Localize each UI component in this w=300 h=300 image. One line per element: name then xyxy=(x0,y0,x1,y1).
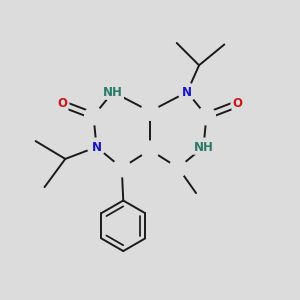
Text: N: N xyxy=(92,140,101,154)
Circle shape xyxy=(231,98,244,110)
Text: N: N xyxy=(182,85,192,98)
Circle shape xyxy=(198,107,215,125)
Circle shape xyxy=(169,159,187,177)
Circle shape xyxy=(141,141,159,159)
Text: O: O xyxy=(233,98,243,110)
Text: O: O xyxy=(57,98,67,110)
Circle shape xyxy=(88,138,105,156)
Circle shape xyxy=(195,138,212,156)
Circle shape xyxy=(56,98,69,110)
Circle shape xyxy=(104,83,122,101)
Circle shape xyxy=(85,107,102,125)
Circle shape xyxy=(141,102,159,120)
Text: NH: NH xyxy=(103,85,123,98)
Circle shape xyxy=(178,83,196,101)
Circle shape xyxy=(113,159,131,177)
Text: NH: NH xyxy=(194,140,213,154)
